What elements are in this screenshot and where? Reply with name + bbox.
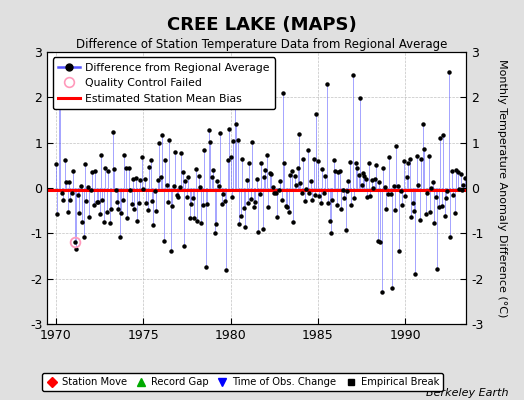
Legend: Station Move, Record Gap, Time of Obs. Change, Empirical Break: Station Move, Record Gap, Time of Obs. C… bbox=[42, 373, 443, 391]
Y-axis label: Monthly Temperature Anomaly Difference (°C): Monthly Temperature Anomaly Difference (… bbox=[497, 59, 507, 317]
Text: Berkeley Earth: Berkeley Earth bbox=[426, 388, 508, 398]
Text: Difference of Station Temperature Data from Regional Average: Difference of Station Temperature Data f… bbox=[77, 38, 447, 51]
Text: CREE LAKE (MAPS): CREE LAKE (MAPS) bbox=[167, 16, 357, 34]
Legend: Difference from Regional Average, Quality Control Failed, Estimated Station Mean: Difference from Regional Average, Qualit… bbox=[52, 58, 275, 109]
